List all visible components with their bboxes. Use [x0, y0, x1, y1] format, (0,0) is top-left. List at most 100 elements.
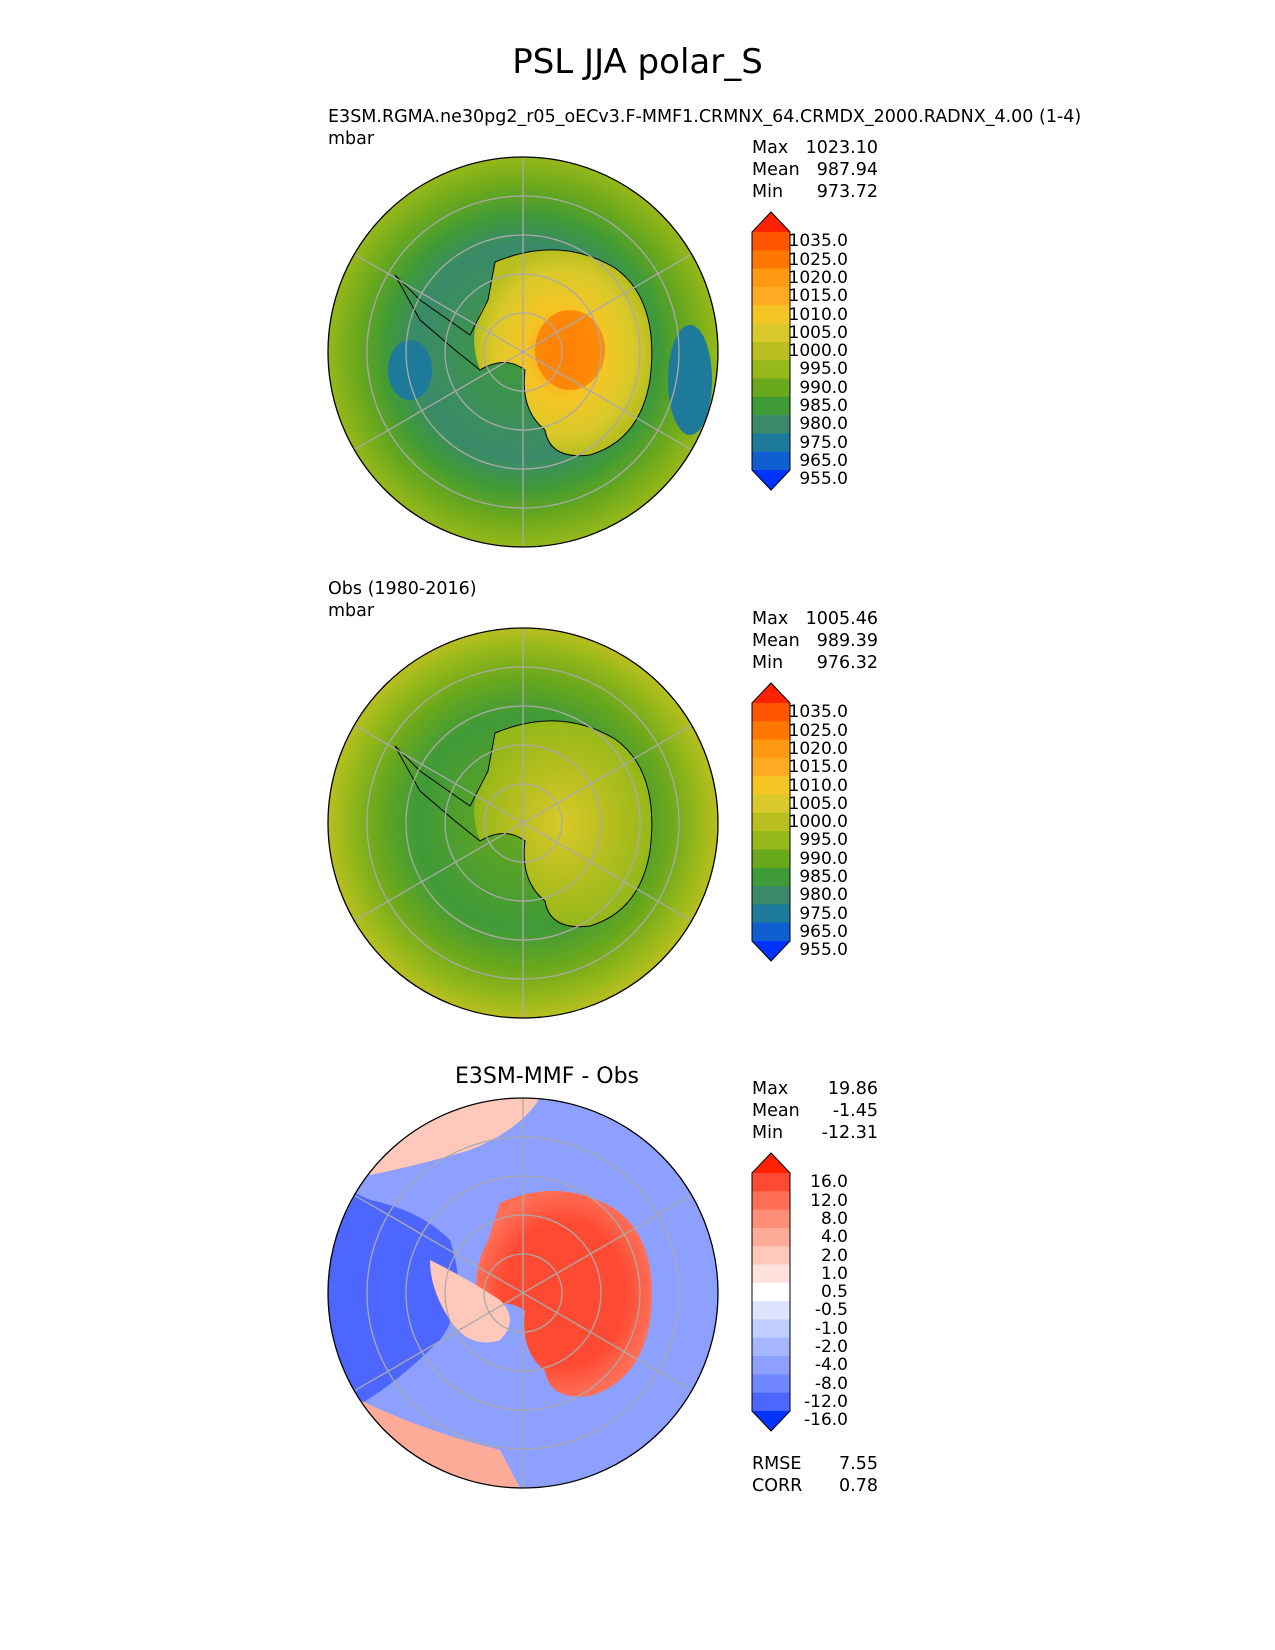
- colorbar-swatch: [752, 1264, 790, 1284]
- map-3-boundary: [327, 1097, 719, 1489]
- map-1-low-west: [388, 340, 432, 400]
- colorbar-tick-label: -4.0: [814, 1355, 848, 1376]
- colorbar-tick-label: 0.5: [820, 1282, 848, 1303]
- colorbar-tick-label: 975.0: [799, 903, 848, 924]
- colorbar-swatch: [752, 739, 790, 759]
- colorbar-tick-label: 4.0: [820, 1227, 848, 1248]
- stat-value: -12.31: [821, 1123, 878, 1143]
- colorbar-swatch: [752, 1173, 790, 1192]
- colorbar-2: [751, 682, 791, 962]
- colorbar-tick-label: 990.0: [799, 848, 848, 869]
- colorbar-tick-label: 1005.0: [788, 322, 848, 343]
- colorbar-swatch: [752, 1191, 790, 1211]
- colorbar-tick-label: -12.0: [804, 1392, 848, 1412]
- colorbar-swatch: [752, 1392, 790, 1412]
- colorbar-swatch: [752, 250, 790, 270]
- colorbar-tick-label: 1005.0: [788, 793, 848, 814]
- colorbar-tick-label: 980.0: [799, 885, 848, 906]
- colorbar-tick-label: 1025.0: [788, 249, 848, 270]
- colorbar-swatch: [752, 849, 790, 869]
- colorbar-swatch: [752, 360, 790, 379]
- stat-value: 1005.46: [805, 609, 878, 629]
- stat-value: 973.72: [816, 182, 878, 202]
- colorbar-extend-max: [752, 683, 790, 703]
- stat-value: 19.86: [827, 1079, 878, 1099]
- colorbar-tick-label: 1035.0: [788, 702, 848, 723]
- panel-2-stats: Max 1005.46 Mean 989.39 Min 976.32: [752, 608, 878, 674]
- stat-label: Max: [752, 609, 789, 629]
- colorbar-swatch: [752, 341, 790, 361]
- colorbar-swatch: [752, 1374, 790, 1394]
- colorbar-swatch: [752, 268, 790, 288]
- map-1-graticule: [353, 157, 693, 547]
- panel-2-title: Obs (1980-2016): [328, 579, 477, 599]
- colorbar-tick-label: 995.0: [799, 359, 848, 380]
- colorbar-extend-max: [752, 212, 790, 232]
- colorbar-swatch: [752, 1227, 790, 1247]
- colorbar-swatch: [752, 757, 790, 777]
- colorbar-swatch: [752, 286, 790, 306]
- colorbar-tick-label: 1025.0: [788, 720, 848, 741]
- colorbar-swatch: [752, 776, 790, 796]
- colorbar-tick-label: 16.0: [810, 1172, 848, 1193]
- colorbar-tick-label: 975.0: [799, 432, 848, 453]
- stat-value: 1023.10: [805, 138, 878, 158]
- colorbar-swatch: [752, 232, 790, 251]
- stat-value: 976.32: [816, 653, 878, 673]
- colorbar-swatch: [752, 867, 790, 887]
- colorbar-tick-label: 965.0: [799, 451, 848, 471]
- map-3-antarctica-pos: [476, 1190, 652, 1397]
- colorbar-tick-label: 1015.0: [788, 286, 848, 307]
- colorbar-tick-label: 965.0: [799, 922, 848, 942]
- figure-title: PSL JJA polar_S: [512, 42, 763, 82]
- colorbar-tick-label: -8.0: [814, 1373, 848, 1394]
- colorbar-swatch: [752, 1282, 790, 1302]
- colorbar-extend-min: [752, 470, 790, 490]
- map-1-boundary: [327, 156, 719, 548]
- colorbar-tick-label: 985.0: [799, 396, 848, 417]
- stat-label: Mean: [752, 160, 800, 180]
- colorbar-tick-label: -0.5: [814, 1300, 848, 1321]
- colorbar-swatch: [752, 1337, 790, 1357]
- colorbar-outline: [751, 1152, 791, 1432]
- stat-label: Min: [752, 1123, 784, 1143]
- map-panel-3: [327, 1097, 719, 1489]
- colorbar-tick-label: 1.0: [820, 1263, 848, 1284]
- metric-label: CORR: [752, 1476, 803, 1496]
- colorbar-tick-label: 985.0: [799, 867, 848, 888]
- stat-label: Min: [752, 182, 784, 202]
- colorbar-tick-label: 8.0: [820, 1208, 848, 1229]
- panel-3-stats: Max 19.86 Mean -1.45 Min -12.31: [752, 1078, 878, 1144]
- panel-3-title: E3SM-MMF - Obs: [454, 1064, 640, 1089]
- colorbar-3: [751, 1152, 791, 1432]
- colorbar-1: [751, 211, 791, 491]
- stat-label: Max: [752, 138, 789, 158]
- colorbar-tick-label: 995.0: [799, 830, 848, 851]
- colorbar-swatch: [752, 922, 790, 942]
- colorbar-tick-label: 1000.0: [788, 812, 848, 833]
- colorbar-swatch: [752, 1301, 790, 1320]
- map-2-coastline: [394, 720, 653, 928]
- metric-value: 0.78: [839, 1476, 878, 1496]
- map-1-low-east: [668, 325, 712, 435]
- colorbar-extend-min: [752, 941, 790, 961]
- colorbar-swatch: [752, 396, 790, 416]
- colorbar-tick-label: 1010.0: [788, 775, 848, 796]
- colorbar-outline: [751, 211, 791, 491]
- stat-label: Mean: [752, 1101, 800, 1121]
- stat-value: 989.39: [816, 631, 878, 651]
- colorbar-swatch: [752, 1356, 790, 1375]
- map-1-coastline: [394, 249, 653, 457]
- colorbar-swatch: [752, 1246, 790, 1266]
- colorbar-outline: [751, 682, 791, 962]
- colorbar-tick-label: 12.0: [810, 1190, 848, 1211]
- stat-label: Mean: [752, 631, 800, 651]
- colorbar-tick-label: 1035.0: [788, 231, 848, 252]
- colorbar-tick-label: 955.0: [799, 469, 848, 490]
- colorbar-swatch: [752, 721, 790, 741]
- map-panel-1: [327, 156, 719, 548]
- stat-value: 987.94: [816, 160, 878, 180]
- colorbar-swatch: [752, 433, 790, 453]
- colorbar-swatch: [752, 1209, 790, 1229]
- colorbar-swatch: [752, 794, 790, 814]
